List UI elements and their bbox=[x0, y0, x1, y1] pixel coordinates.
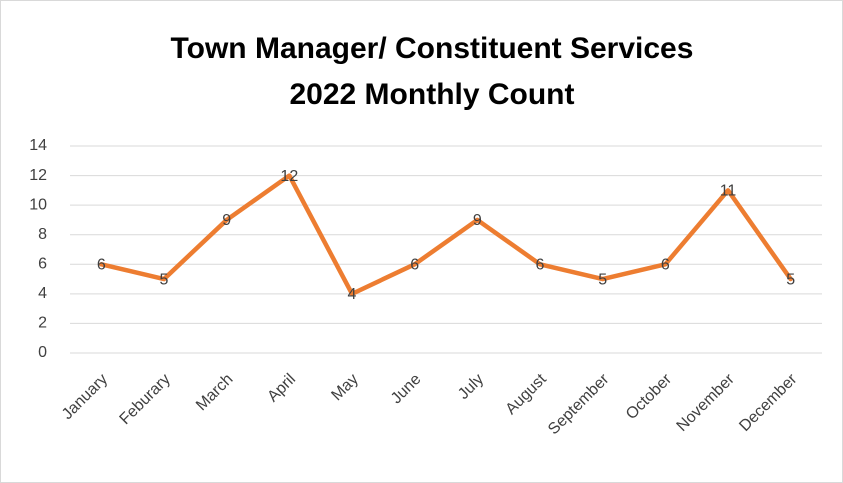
y-tick-label: 12 bbox=[29, 167, 47, 184]
data-label: 6 bbox=[97, 257, 106, 274]
chart-title: 2022 Monthly Count bbox=[289, 78, 574, 111]
data-label: 6 bbox=[536, 257, 545, 274]
data-label: 12 bbox=[280, 168, 298, 185]
y-tick-label: 6 bbox=[38, 256, 47, 273]
y-tick-label: 8 bbox=[38, 226, 47, 243]
data-label: 5 bbox=[786, 271, 795, 288]
data-label: 5 bbox=[160, 271, 169, 288]
data-label: 9 bbox=[222, 212, 231, 229]
data-label: 5 bbox=[598, 271, 607, 288]
data-label: 9 bbox=[473, 212, 482, 229]
y-tick-label: 14 bbox=[29, 137, 47, 154]
data-label: 6 bbox=[661, 257, 670, 274]
data-label: 4 bbox=[348, 286, 357, 303]
y-tick-label: 2 bbox=[38, 315, 47, 332]
y-tick-label: 0 bbox=[38, 344, 47, 361]
chart-title: Town Manager/ Constituent Services bbox=[171, 32, 694, 65]
series-line bbox=[99, 173, 793, 297]
y-tick-label: 4 bbox=[38, 285, 47, 302]
y-tick-label: 10 bbox=[29, 196, 47, 213]
data-label: 6 bbox=[410, 257, 419, 274]
data-label: 11 bbox=[720, 183, 737, 200]
